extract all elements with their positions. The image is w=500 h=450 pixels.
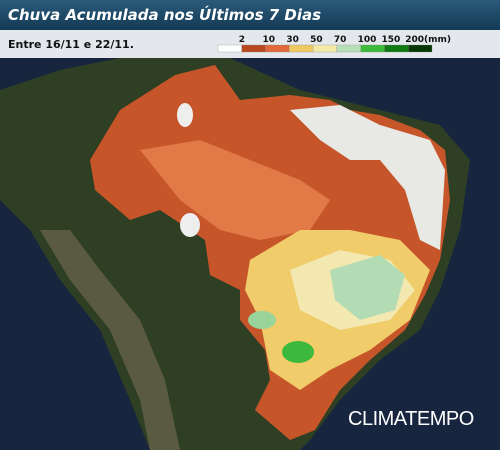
legend-swatch [312, 44, 338, 53]
legend-label: 30 [286, 35, 299, 45]
green-area [282, 341, 314, 363]
legend-swatch [217, 44, 242, 53]
title: Chuva Acumulada nos Últimos 7 Dias [0, 0, 500, 30]
legend-label: 2 [239, 35, 245, 45]
legend-swatch [241, 44, 266, 53]
legend-label: 70 [334, 35, 347, 45]
legend: 2 10 30 50 70 100 150 200(mm) [217, 35, 451, 53]
light-green-area [330, 255, 405, 320]
legend-swatch [360, 44, 385, 53]
legend-swatch [408, 44, 433, 53]
legend-swatch [336, 44, 361, 53]
legend-label: 100 [358, 35, 377, 45]
legend-label: 150 [381, 35, 400, 45]
legend-label: 50 [310, 35, 323, 45]
white-patch [180, 213, 200, 237]
orange-area [140, 140, 330, 240]
legend-swatch [289, 44, 314, 53]
logo: CLIMATEMPO [348, 408, 474, 430]
dry-area [290, 105, 445, 250]
map [0, 58, 470, 450]
andes [40, 230, 180, 450]
white-patch [177, 103, 193, 127]
green-area [248, 311, 276, 329]
legend-label: 10 [263, 35, 276, 45]
legend-label: 200(mm) [405, 35, 451, 45]
legend-swatch [384, 44, 409, 53]
legend-swatch [265, 44, 290, 53]
subtitle: Entre 16/11 e 22/11. 2 10 30 50 70 100 150 200(m… [0, 30, 500, 58]
